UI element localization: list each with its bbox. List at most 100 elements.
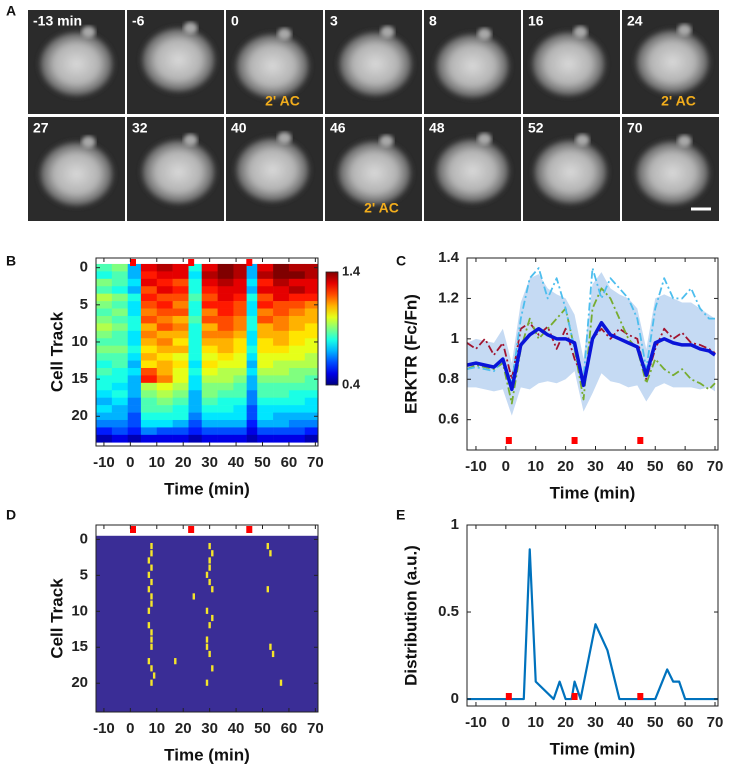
nucleolus xyxy=(379,135,394,147)
heatmap-cell xyxy=(288,390,306,398)
x-tick-label: 50 xyxy=(254,454,271,471)
event-mark xyxy=(211,586,214,593)
heatmap-cell xyxy=(111,360,129,369)
heatmap-cell xyxy=(127,390,142,398)
heatmap-cell xyxy=(96,405,113,413)
x-tick-label: 0 xyxy=(502,458,510,475)
heatmap-cell xyxy=(304,360,319,369)
nucleus xyxy=(432,31,513,101)
frame-time: 16 xyxy=(528,13,544,29)
stimulus-marker xyxy=(637,693,644,700)
heatmap-cell xyxy=(217,427,234,436)
heatmap-cell xyxy=(156,301,173,309)
heatmap-cell xyxy=(111,427,129,436)
heatmap-cell xyxy=(172,375,189,384)
heatmap-cell xyxy=(127,263,142,272)
nucleus xyxy=(232,31,313,101)
stimulus-marker xyxy=(188,526,195,533)
heatmap-cell xyxy=(201,360,218,369)
y-tick-label: 0.5 xyxy=(438,603,459,620)
heatmap-cell xyxy=(273,390,290,398)
event-mark xyxy=(271,650,275,658)
heatmap-cell xyxy=(156,367,173,376)
heatmap-cell xyxy=(188,353,203,361)
heatmap-cell xyxy=(233,308,247,317)
frame-time: -6 xyxy=(132,13,145,29)
nucleus xyxy=(232,135,313,205)
heatmap-cell xyxy=(127,271,142,280)
event-mark xyxy=(150,636,153,643)
heatmap-cell xyxy=(304,427,319,436)
heatmap-cell xyxy=(140,405,158,413)
event-mark xyxy=(150,578,153,586)
heatmap-cell xyxy=(172,382,189,391)
heatmap-cell xyxy=(156,293,173,302)
heatmap-cell xyxy=(257,263,274,272)
y-axis-label: ERKTR (Fc/Fn) xyxy=(401,294,420,414)
x-tick-label: 70 xyxy=(307,454,324,471)
heatmap-cell xyxy=(257,293,274,302)
x-tick-label: 10 xyxy=(148,720,165,737)
heatmap-cell xyxy=(273,405,290,413)
heatmap-cell xyxy=(111,405,129,413)
heatmap-cell xyxy=(304,301,319,309)
y-tick-label: 10 xyxy=(71,333,88,350)
y-tick-label: 0 xyxy=(451,690,459,707)
heatmap-cell xyxy=(273,419,290,428)
heatmap-cell xyxy=(172,367,189,376)
y-tick-label: 0 xyxy=(80,259,88,276)
heatmap-cell xyxy=(127,338,142,346)
heatmap-cell xyxy=(140,263,158,272)
heatmap-cell xyxy=(156,412,173,421)
heatmap-cell xyxy=(273,427,290,436)
heatmap-cell xyxy=(140,293,158,302)
heatmap-cell xyxy=(96,375,113,384)
nucleolus xyxy=(573,26,588,38)
heatmap-cell xyxy=(172,360,189,369)
heatmap-cell xyxy=(233,434,247,443)
heatmap-cell xyxy=(140,367,158,376)
event-mark xyxy=(150,550,153,557)
heatmap-cell xyxy=(127,278,142,287)
heatmap-cell xyxy=(111,419,129,428)
y-tick-label: 1.2 xyxy=(438,289,459,306)
event-mark xyxy=(147,586,151,593)
stimulus-marker xyxy=(571,693,578,700)
event-mark xyxy=(269,643,272,650)
axes-box xyxy=(466,257,719,451)
heatmap-cell xyxy=(111,308,129,317)
nucleolus xyxy=(575,134,590,146)
stimulus-marker xyxy=(571,437,578,444)
heatmap-cell xyxy=(257,271,274,280)
heatmap-cell xyxy=(217,412,234,421)
heatmap-cell xyxy=(233,330,247,339)
heatmap-cell xyxy=(288,278,306,287)
heatmap-cell xyxy=(217,397,234,406)
heatmap-cell xyxy=(188,323,203,332)
heatmap-cell xyxy=(217,338,234,346)
heatmap-cell xyxy=(156,286,173,294)
heatmap-cell xyxy=(257,412,274,421)
heatmap-cell xyxy=(273,338,290,346)
heatmap-cell xyxy=(156,315,173,324)
heatmap-cell xyxy=(257,405,274,413)
heatmap-cell xyxy=(140,286,158,294)
heatmap-cell xyxy=(127,301,142,309)
stimulus-marker xyxy=(246,526,253,533)
heatmap-cell xyxy=(246,338,258,346)
heatmap-cell xyxy=(96,345,113,354)
event-mark xyxy=(208,542,211,550)
heatmap-cell xyxy=(111,315,129,324)
frame-treatment: 2' AC xyxy=(364,200,399,216)
heatmap-cell xyxy=(140,412,158,421)
heatmap-cell xyxy=(172,353,189,361)
heatmap-cell xyxy=(172,271,189,280)
x-tick-label: 70 xyxy=(707,714,724,731)
axes-box xyxy=(95,257,319,447)
heatmap-cell xyxy=(188,427,203,436)
heatmap-cell xyxy=(217,360,234,369)
event-mark xyxy=(205,679,209,686)
data-line xyxy=(466,287,716,405)
heatmap-cell xyxy=(156,390,173,398)
heatmap-cell xyxy=(233,286,247,294)
